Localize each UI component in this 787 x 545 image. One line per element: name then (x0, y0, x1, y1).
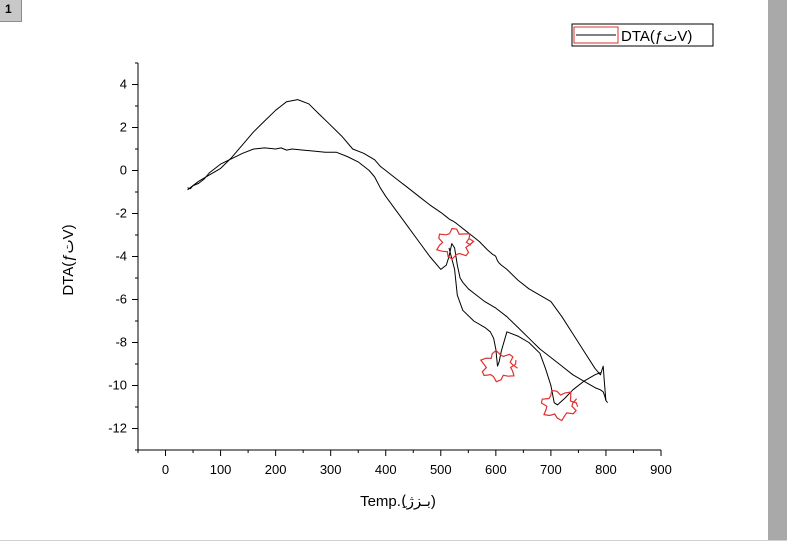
y-tick-label: 2 (120, 120, 127, 135)
dta-chart: 0 100 200 300 400 500 600 700 800 900 4 2 0 -2 -4 -6 -8 -… (60, 23, 714, 510)
x-tick-label: 900 (650, 462, 672, 477)
y-tick-label: 4 (120, 77, 127, 92)
x-tick-label: 500 (430, 462, 452, 477)
x-tick-label: 200 (265, 462, 287, 477)
annotation-circle-1 (435, 227, 475, 260)
layer-tab[interactable]: 1 (0, 0, 22, 22)
series-layer (187, 99, 608, 406)
y-tick-label: -8 (115, 335, 127, 350)
x-tick-label: 100 (210, 462, 232, 477)
axes: 0 100 200 300 400 500 600 700 800 900 4 2 0 -2 -4 -6 -8 -… (108, 62, 672, 477)
x-tick-label: 800 (595, 462, 617, 477)
dta-curve-segment-3 (448, 247, 601, 406)
annotation-layer (435, 227, 579, 422)
legend-entry-label: DTA(ƒتV) (621, 28, 692, 45)
x-tick-label: 700 (540, 462, 562, 477)
x-tick-label: 0 (162, 462, 169, 477)
annotation-circle-2 (479, 349, 518, 383)
dta-curve-segment-2 (187, 99, 607, 401)
legend[interactable]: DTA(ƒتV) (571, 23, 714, 47)
y-axis-label: DTA(ƒتV) (60, 224, 77, 295)
y-tick-label: -2 (115, 206, 127, 221)
x-tick-label: 400 (375, 462, 397, 477)
annotation-circle-3 (540, 389, 579, 422)
x-tick-label: 600 (485, 462, 507, 477)
x-axis-label: Temp.(ِبـزژ) (360, 493, 436, 510)
y-tick-label: -12 (108, 421, 127, 436)
legend-swatch-highlight (573, 26, 619, 44)
legend-box (571, 23, 714, 47)
y-tick-label: -10 (108, 378, 127, 393)
status-strip (0, 540, 787, 545)
y-tick-label: -6 (115, 292, 127, 307)
window-edge (768, 0, 787, 540)
y-tick-label: 0 (120, 163, 127, 178)
x-tick-label: 300 (320, 462, 342, 477)
y-tick-label: -4 (115, 249, 127, 264)
dta-curve-segment-1 (187, 147, 608, 404)
